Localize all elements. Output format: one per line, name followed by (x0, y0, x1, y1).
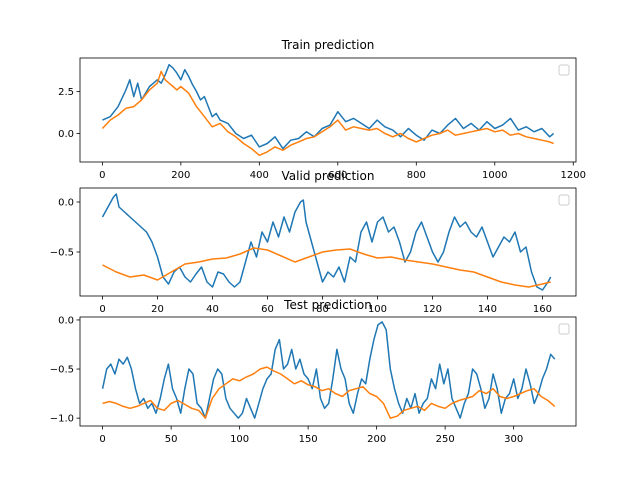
valid-x-tick-label: 140 (478, 304, 497, 315)
valid-axes-frame (79, 187, 577, 297)
test-x-tick-label: 100 (230, 434, 249, 445)
train-x-tick-label: 200 (171, 170, 190, 181)
test-series-1-line (101, 321, 556, 419)
valid-legend-box (558, 194, 570, 206)
train-prediction-title: Train prediction (281, 38, 375, 52)
test-series-2-line (102, 366, 556, 419)
valid-y-tick-label: −0.5 (50, 248, 74, 259)
train-legend-box (558, 64, 570, 76)
valid-prediction-panel: 0 20 40 60 80 100 120 140 160 0.0 −0.5 Valid predic… (50, 169, 577, 315)
test-axes-frame (79, 316, 577, 427)
test-legend-box (558, 323, 570, 335)
train-x-tick-label: 1000 (482, 170, 507, 181)
valid-x-tick-label: 20 (151, 304, 164, 315)
test-x-tick-label: 50 (165, 434, 178, 445)
test-prediction-title: Test prediction (283, 298, 372, 312)
train-y-tick-label: 2.5 (58, 87, 74, 98)
valid-x-tick-label: 60 (261, 304, 274, 315)
train-x-tick-label: 600 (328, 170, 347, 181)
train-x-tick-label: 1200 (561, 170, 586, 181)
train-series-2-line (101, 70, 554, 157)
valid-x-tick-label: 100 (368, 304, 387, 315)
test-y-tick-label: −1.0 (50, 414, 74, 425)
train-prediction-panel: 0 200 400 600 800 1000 1200 0.0 2.5 Train predict… (58, 38, 586, 181)
test-x-tick-label: 250 (436, 434, 455, 445)
valid-series-2-line (102, 247, 551, 288)
valid-x-tick-label: 40 (206, 304, 219, 315)
test-x-tick-label: 200 (367, 434, 386, 445)
valid-series-1-line (101, 193, 552, 291)
valid-prediction-title: Valid prediction (282, 169, 375, 183)
valid-x-tick-label: 160 (533, 304, 552, 315)
valid-x-tick-label: 120 (423, 304, 442, 315)
test-y-tick-label: 0.0 (58, 315, 74, 326)
valid-x-tick-label: 0 (99, 304, 105, 315)
valid-y-tick-label: 0.0 (58, 198, 74, 209)
train-y-tick-label: 0.0 (58, 129, 74, 140)
train-x-tick-label: 800 (407, 170, 426, 181)
train-x-tick-label: 0 (99, 170, 105, 181)
train-axes-frame (79, 57, 577, 163)
test-x-tick-label: 0 (99, 434, 105, 445)
train-series-1-line (102, 63, 555, 150)
train-x-tick-label: 400 (250, 170, 269, 181)
test-x-tick-label: 300 (504, 434, 523, 445)
test-y-tick-label: −0.5 (50, 365, 74, 376)
test-x-tick-label: 150 (299, 434, 318, 445)
valid-x-tick-label: 80 (316, 304, 329, 315)
